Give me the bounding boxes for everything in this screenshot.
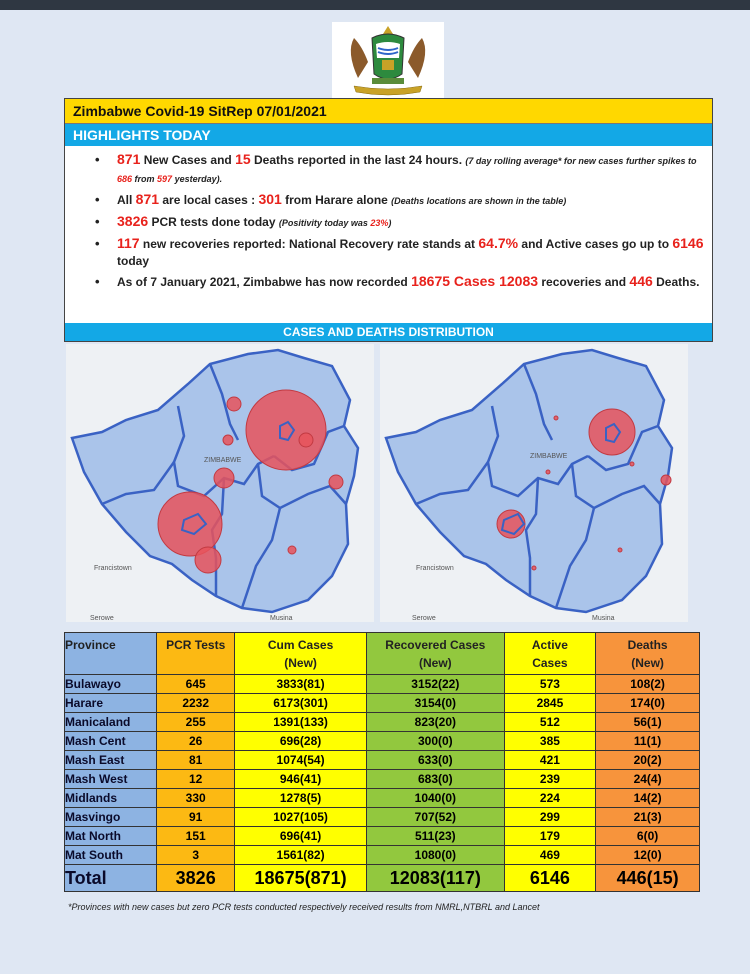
header-pcr-tests: PCR Tests: [156, 632, 236, 675]
town-label-serowe: Serowe: [412, 615, 436, 622]
header-active-cases: Active Cases: [503, 632, 597, 675]
sitrep-title: Zimbabwe Covid-19 SitRep 07/01/2021: [65, 99, 712, 124]
country-label: ZIMBABWE: [530, 453, 568, 460]
highlight-pcr-tests: 3826 PCR tests done today (Positivity to…: [65, 213, 712, 232]
table-row: Mat South 3 1561(82) 1080(0) 469 12(0): [63, 845, 700, 865]
masvingo-bubble: [287, 545, 297, 555]
highlight-recoveries: 117 new recoveries reported: National Re…: [65, 235, 712, 270]
country-label: ZIMBABWE: [204, 457, 242, 464]
mash-west-bubble: [226, 396, 242, 412]
table-row: Mat North 151 696(41) 511(23) 179 6(0): [63, 826, 700, 846]
mash-west-deaths-bubble: [553, 415, 559, 421]
midlands-bubble: [213, 467, 235, 489]
table-row: Midlands 330 1278(5) 1040(0) 224 14(2): [63, 788, 700, 808]
header-province: Province: [63, 632, 158, 675]
town-label-musina: Musina: [270, 615, 293, 622]
masvingo-deaths-bubble: [617, 547, 623, 553]
bulawayo-bubble: [157, 491, 223, 557]
town-label-serowe: Serowe: [90, 615, 114, 622]
harare-bubble: [245, 389, 327, 471]
highlight-local-cases: All 871 are local cases : 301 from Harar…: [65, 191, 712, 210]
mat-south-bubble: [194, 546, 222, 574]
midlands-deaths-bubble: [545, 469, 551, 475]
manicaland-deaths-bubble: [660, 474, 672, 486]
mat-north-bubble: [222, 434, 234, 446]
header-recovered-cases: Recovered Cases (New): [366, 632, 505, 675]
top-bar: [0, 0, 750, 10]
town-label-francistown: Francistown: [94, 565, 132, 572]
table-total-row: Total 3826 18675(871) 12083(117) 6146 446(15): [63, 864, 700, 892]
highlight-new-cases: 871 New Cases and 15 Deaths reported in …: [65, 151, 712, 188]
header-deaths: Deaths (New): [595, 632, 700, 675]
table-row: Masvingo 91 1027(105) 707(52) 299 21(3): [63, 807, 700, 827]
mash-east-bubble: [298, 432, 314, 448]
highlights-heading: HIGHLIGHTS TODAY: [65, 124, 712, 146]
deaths-map: ZIMBABWE Francistown Serowe Musina: [380, 344, 688, 622]
table-row: Bulawayo 645 3833(81) 3152(22) 573 108(2): [63, 674, 700, 694]
table-row: Mash Cent 26 696(28) 300(0) 385 11(1): [63, 731, 700, 751]
table-header-row: Province PCR Tests Cum Cases (New) Recove…: [63, 632, 700, 675]
highlight-cumulative: As of 7 January 2021, Zimbabwe has now r…: [65, 273, 712, 291]
table-row: Mash West 12 946(41) 683(0) 239 24(4): [63, 769, 700, 789]
harare-deaths-bubble: [588, 408, 636, 456]
header-cum-cases: Cum Cases (New): [234, 632, 367, 675]
province-table: Province PCR Tests Cum Cases (New) Recove…: [63, 632, 700, 892]
table-row: Manicaland 255 1391(133) 823(20) 512 56(1): [63, 712, 700, 732]
town-label-francistown: Francistown: [416, 565, 454, 572]
footnote: *Provinces with new cases but zero PCR t…: [68, 902, 540, 912]
manicaland-bubble: [328, 474, 344, 490]
mash-east-deaths-bubble: [629, 461, 635, 467]
sitrep-panel: Zimbabwe Covid-19 SitRep 07/01/2021 HIGH…: [64, 98, 713, 342]
cases-map: ZIMBABWE Francistown Serowe Musina: [66, 344, 374, 622]
highlights-list: 871 New Cases and 15 Deaths reported in …: [65, 151, 712, 291]
town-label-musina: Musina: [592, 615, 615, 622]
coat-of-arms-emblem: [332, 22, 444, 98]
table-row: Mash East 81 1074(54) 633(0) 421 20(2): [63, 750, 700, 770]
table-row: Harare 2232 6173(301) 3154(0) 2845 174(0): [63, 693, 700, 713]
distribution-heading: CASES AND DEATHS DISTRIBUTION: [65, 323, 712, 341]
mat-south-deaths-bubble: [531, 565, 537, 571]
